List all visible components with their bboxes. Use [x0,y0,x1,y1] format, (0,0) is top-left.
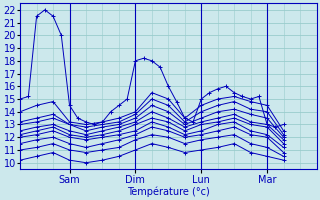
X-axis label: Température (°c): Température (°c) [127,186,210,197]
